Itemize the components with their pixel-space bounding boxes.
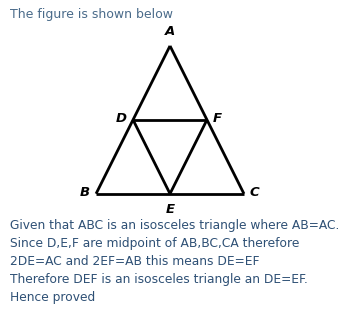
Text: Since D,E,F are midpoint of AB,BC,CA therefore: Since D,E,F are midpoint of AB,BC,CA the… bbox=[10, 237, 300, 250]
Text: Therefore DEF is an isosceles triangle an DE=EF.: Therefore DEF is an isosceles triangle a… bbox=[10, 273, 308, 286]
Text: C: C bbox=[250, 186, 260, 199]
Text: The figure is shown below: The figure is shown below bbox=[10, 8, 173, 21]
Text: Given that ABC is an isosceles triangle where AB=AC.: Given that ABC is an isosceles triangle … bbox=[10, 219, 340, 232]
Text: A: A bbox=[165, 26, 175, 39]
Text: 2DE=AC and 2EF=AB this means DE=EF: 2DE=AC and 2EF=AB this means DE=EF bbox=[10, 255, 260, 268]
Text: B: B bbox=[80, 186, 90, 199]
Text: E: E bbox=[166, 202, 174, 216]
Text: Hence proved: Hence proved bbox=[10, 291, 96, 304]
Text: F: F bbox=[213, 112, 222, 125]
Text: D: D bbox=[116, 112, 127, 125]
